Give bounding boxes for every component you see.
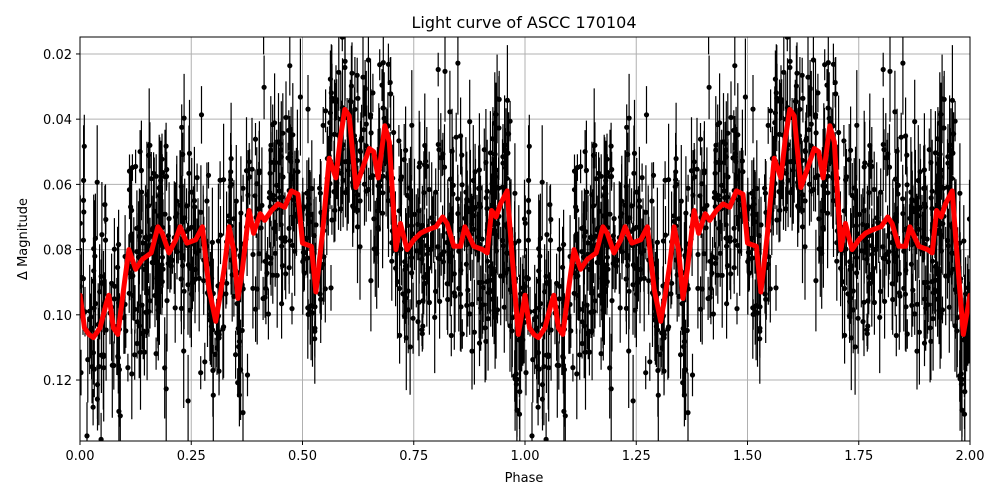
x-tick-label: 1.00 — [511, 449, 540, 464]
y-axis-label: Δ Magnitude — [16, 198, 31, 280]
x-tick-label: 0.00 — [66, 449, 95, 464]
y-tick-label: 0.02 — [43, 48, 72, 63]
x-axis-ticks: 0.00 0.25 0.50 0.75 1.00 1.25 1.50 1.75 2.00 — [66, 441, 985, 464]
x-tick-label: 0.25 — [177, 449, 206, 464]
y-tick-label: 0.08 — [43, 244, 72, 259]
x-tick-label: 1.25 — [622, 449, 651, 464]
chart-title: Light curve of ASCC 170104 — [411, 13, 636, 32]
y-tick-label: 0.04 — [43, 113, 72, 128]
x-tick-label: 1.75 — [844, 449, 873, 464]
y-tick-label: 0.10 — [43, 309, 72, 324]
x-tick-label: 2.00 — [956, 449, 985, 464]
x-tick-label: 0.75 — [399, 449, 428, 464]
y-tick-label: 0.12 — [43, 374, 72, 389]
binned-curve — [80, 106, 970, 341]
binned-curve-line — [80, 106, 970, 341]
x-tick-label: 1.50 — [733, 449, 762, 464]
y-tick-label: 0.06 — [43, 178, 72, 193]
x-axis-label: Phase — [505, 471, 544, 486]
x-tick-label: 0.50 — [288, 449, 317, 464]
y-axis-ticks: 0.02 0.04 0.06 0.08 0.10 0.12 — [43, 48, 80, 389]
